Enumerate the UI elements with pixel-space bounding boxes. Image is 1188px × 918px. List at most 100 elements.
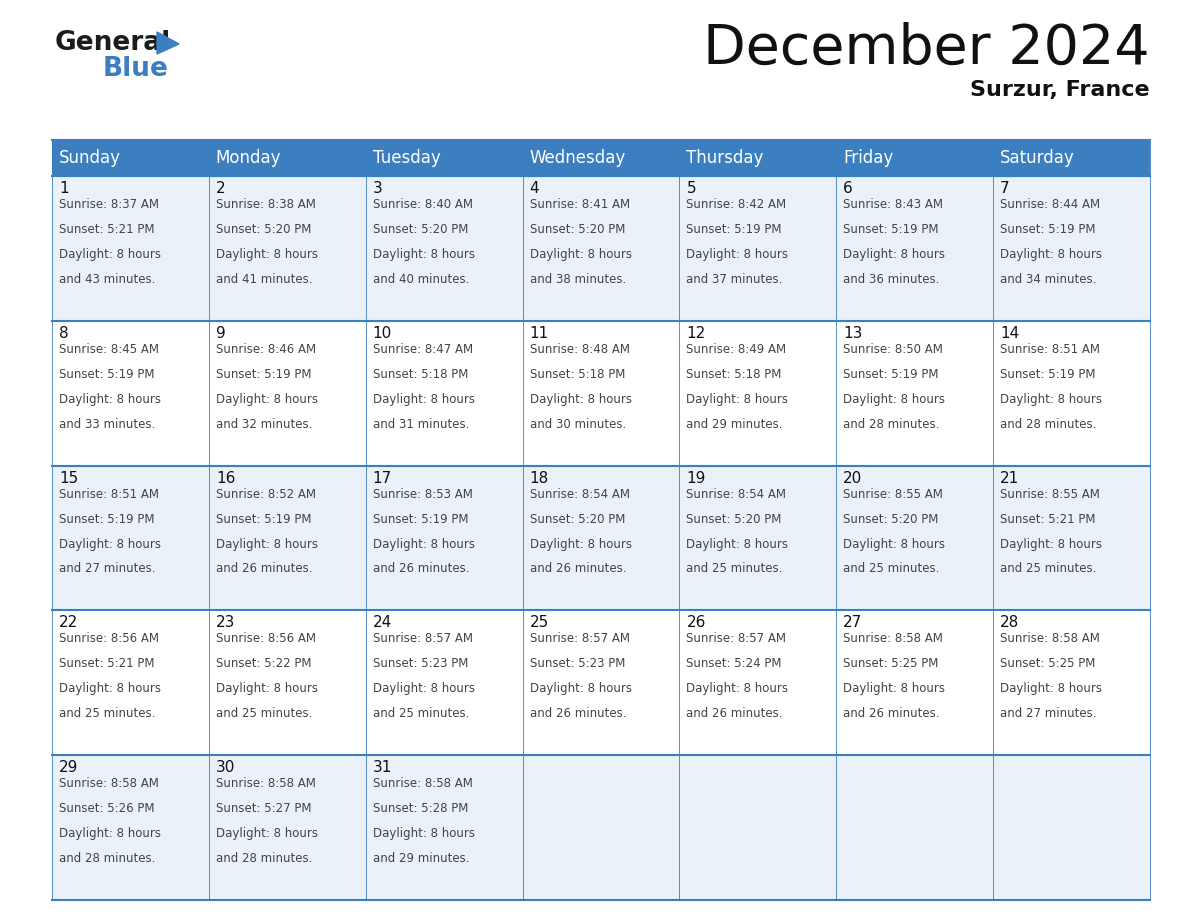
Text: and 25 minutes.: and 25 minutes. [216, 707, 312, 721]
Text: and 28 minutes.: and 28 minutes. [216, 852, 312, 865]
Text: Daylight: 8 hours: Daylight: 8 hours [843, 248, 946, 261]
Text: Sunset: 5:22 PM: Sunset: 5:22 PM [216, 657, 311, 670]
Text: Daylight: 8 hours: Daylight: 8 hours [216, 827, 318, 840]
Text: Sunrise: 8:51 AM: Sunrise: 8:51 AM [1000, 342, 1100, 356]
Text: Daylight: 8 hours: Daylight: 8 hours [59, 827, 162, 840]
Text: 10: 10 [373, 326, 392, 341]
Text: Thursday: Thursday [687, 149, 764, 167]
Text: Daylight: 8 hours: Daylight: 8 hours [530, 538, 632, 551]
Text: 5: 5 [687, 181, 696, 196]
Text: and 32 minutes.: and 32 minutes. [216, 418, 312, 431]
Bar [209, 465, 366, 610]
Text: and 33 minutes.: and 33 minutes. [59, 418, 156, 431]
Text: Sunrise: 8:53 AM: Sunrise: 8:53 AM [373, 487, 473, 500]
Bar [680, 176, 836, 320]
Text: 15: 15 [59, 471, 78, 486]
Bar [680, 756, 836, 900]
Text: Daylight: 8 hours: Daylight: 8 hours [1000, 393, 1102, 406]
Bar [52, 756, 209, 900]
Text: Sunrise: 8:54 AM: Sunrise: 8:54 AM [530, 487, 630, 500]
Text: Sunrise: 8:58 AM: Sunrise: 8:58 AM [1000, 633, 1100, 645]
Text: December 2024: December 2024 [703, 22, 1150, 76]
Text: Sunrise: 8:58 AM: Sunrise: 8:58 AM [373, 778, 473, 790]
Text: Sunrise: 8:57 AM: Sunrise: 8:57 AM [530, 633, 630, 645]
Text: Daylight: 8 hours: Daylight: 8 hours [59, 538, 162, 551]
Text: Sunrise: 8:37 AM: Sunrise: 8:37 AM [59, 198, 159, 211]
Bar [836, 756, 993, 900]
Bar [523, 140, 680, 176]
Text: Sunrise: 8:44 AM: Sunrise: 8:44 AM [1000, 198, 1100, 211]
Text: Sunset: 5:20 PM: Sunset: 5:20 PM [530, 512, 625, 526]
Text: Sunset: 5:23 PM: Sunset: 5:23 PM [373, 657, 468, 670]
Text: Daylight: 8 hours: Daylight: 8 hours [1000, 538, 1102, 551]
Text: Daylight: 8 hours: Daylight: 8 hours [59, 682, 162, 695]
Text: 17: 17 [373, 471, 392, 486]
Text: Daylight: 8 hours: Daylight: 8 hours [687, 538, 789, 551]
Text: Sunrise: 8:57 AM: Sunrise: 8:57 AM [373, 633, 473, 645]
Text: and 26 minutes.: and 26 minutes. [530, 707, 626, 721]
Text: Sunrise: 8:43 AM: Sunrise: 8:43 AM [843, 198, 943, 211]
Text: Sunrise: 8:58 AM: Sunrise: 8:58 AM [59, 778, 159, 790]
Text: Sunset: 5:20 PM: Sunset: 5:20 PM [530, 223, 625, 236]
Text: and 29 minutes.: and 29 minutes. [687, 418, 783, 431]
Text: Sunset: 5:21 PM: Sunset: 5:21 PM [59, 223, 154, 236]
Bar [836, 465, 993, 610]
Text: Monday: Monday [216, 149, 282, 167]
Text: Sunrise: 8:47 AM: Sunrise: 8:47 AM [373, 342, 473, 356]
Text: 21: 21 [1000, 471, 1019, 486]
Text: and 27 minutes.: and 27 minutes. [1000, 707, 1097, 721]
Text: Sunset: 5:19 PM: Sunset: 5:19 PM [59, 368, 154, 381]
Text: and 27 minutes.: and 27 minutes. [59, 563, 156, 576]
Text: Sunset: 5:18 PM: Sunset: 5:18 PM [530, 368, 625, 381]
Text: Sunrise: 8:42 AM: Sunrise: 8:42 AM [687, 198, 786, 211]
Text: Sunset: 5:19 PM: Sunset: 5:19 PM [687, 223, 782, 236]
Text: and 25 minutes.: and 25 minutes. [1000, 563, 1097, 576]
Text: Sunrise: 8:45 AM: Sunrise: 8:45 AM [59, 342, 159, 356]
Text: Daylight: 8 hours: Daylight: 8 hours [687, 393, 789, 406]
Text: 27: 27 [843, 615, 862, 631]
Bar [523, 176, 680, 320]
Text: Daylight: 8 hours: Daylight: 8 hours [843, 393, 946, 406]
Text: Sunset: 5:19 PM: Sunset: 5:19 PM [843, 223, 939, 236]
Text: General: General [55, 30, 171, 56]
Text: and 31 minutes.: and 31 minutes. [373, 418, 469, 431]
Bar [993, 176, 1150, 320]
Text: Daylight: 8 hours: Daylight: 8 hours [216, 393, 318, 406]
Text: Sunset: 5:19 PM: Sunset: 5:19 PM [843, 368, 939, 381]
Text: Sunrise: 8:40 AM: Sunrise: 8:40 AM [373, 198, 473, 211]
Text: Sunset: 5:23 PM: Sunset: 5:23 PM [530, 657, 625, 670]
Text: Sunset: 5:26 PM: Sunset: 5:26 PM [59, 802, 154, 815]
Text: and 26 minutes.: and 26 minutes. [687, 707, 783, 721]
Text: and 28 minutes.: and 28 minutes. [1000, 418, 1097, 431]
Bar [209, 140, 366, 176]
Text: Daylight: 8 hours: Daylight: 8 hours [373, 393, 475, 406]
Text: Sunset: 5:18 PM: Sunset: 5:18 PM [373, 368, 468, 381]
Text: 22: 22 [59, 615, 78, 631]
Bar [680, 465, 836, 610]
Text: Sunset: 5:21 PM: Sunset: 5:21 PM [1000, 512, 1095, 526]
Text: Daylight: 8 hours: Daylight: 8 hours [373, 682, 475, 695]
Text: 29: 29 [59, 760, 78, 775]
Text: Daylight: 8 hours: Daylight: 8 hours [687, 682, 789, 695]
Text: 7: 7 [1000, 181, 1010, 196]
Text: and 37 minutes.: and 37 minutes. [687, 273, 783, 285]
Text: 4: 4 [530, 181, 539, 196]
Text: Daylight: 8 hours: Daylight: 8 hours [1000, 682, 1102, 695]
Bar [993, 320, 1150, 465]
Text: 18: 18 [530, 471, 549, 486]
Text: Sunset: 5:20 PM: Sunset: 5:20 PM [373, 223, 468, 236]
Text: and 38 minutes.: and 38 minutes. [530, 273, 626, 285]
Text: Daylight: 8 hours: Daylight: 8 hours [216, 538, 318, 551]
Text: and 36 minutes.: and 36 minutes. [843, 273, 940, 285]
Text: Sunset: 5:19 PM: Sunset: 5:19 PM [373, 512, 468, 526]
Bar [366, 140, 523, 176]
Text: Sunset: 5:28 PM: Sunset: 5:28 PM [373, 802, 468, 815]
Text: Sunrise: 8:55 AM: Sunrise: 8:55 AM [843, 487, 943, 500]
Bar [836, 176, 993, 320]
Text: Surzur, France: Surzur, France [971, 80, 1150, 100]
Text: Daylight: 8 hours: Daylight: 8 hours [687, 248, 789, 261]
Text: 24: 24 [373, 615, 392, 631]
Text: Sunrise: 8:48 AM: Sunrise: 8:48 AM [530, 342, 630, 356]
Bar [52, 176, 209, 320]
Text: 3: 3 [373, 181, 383, 196]
